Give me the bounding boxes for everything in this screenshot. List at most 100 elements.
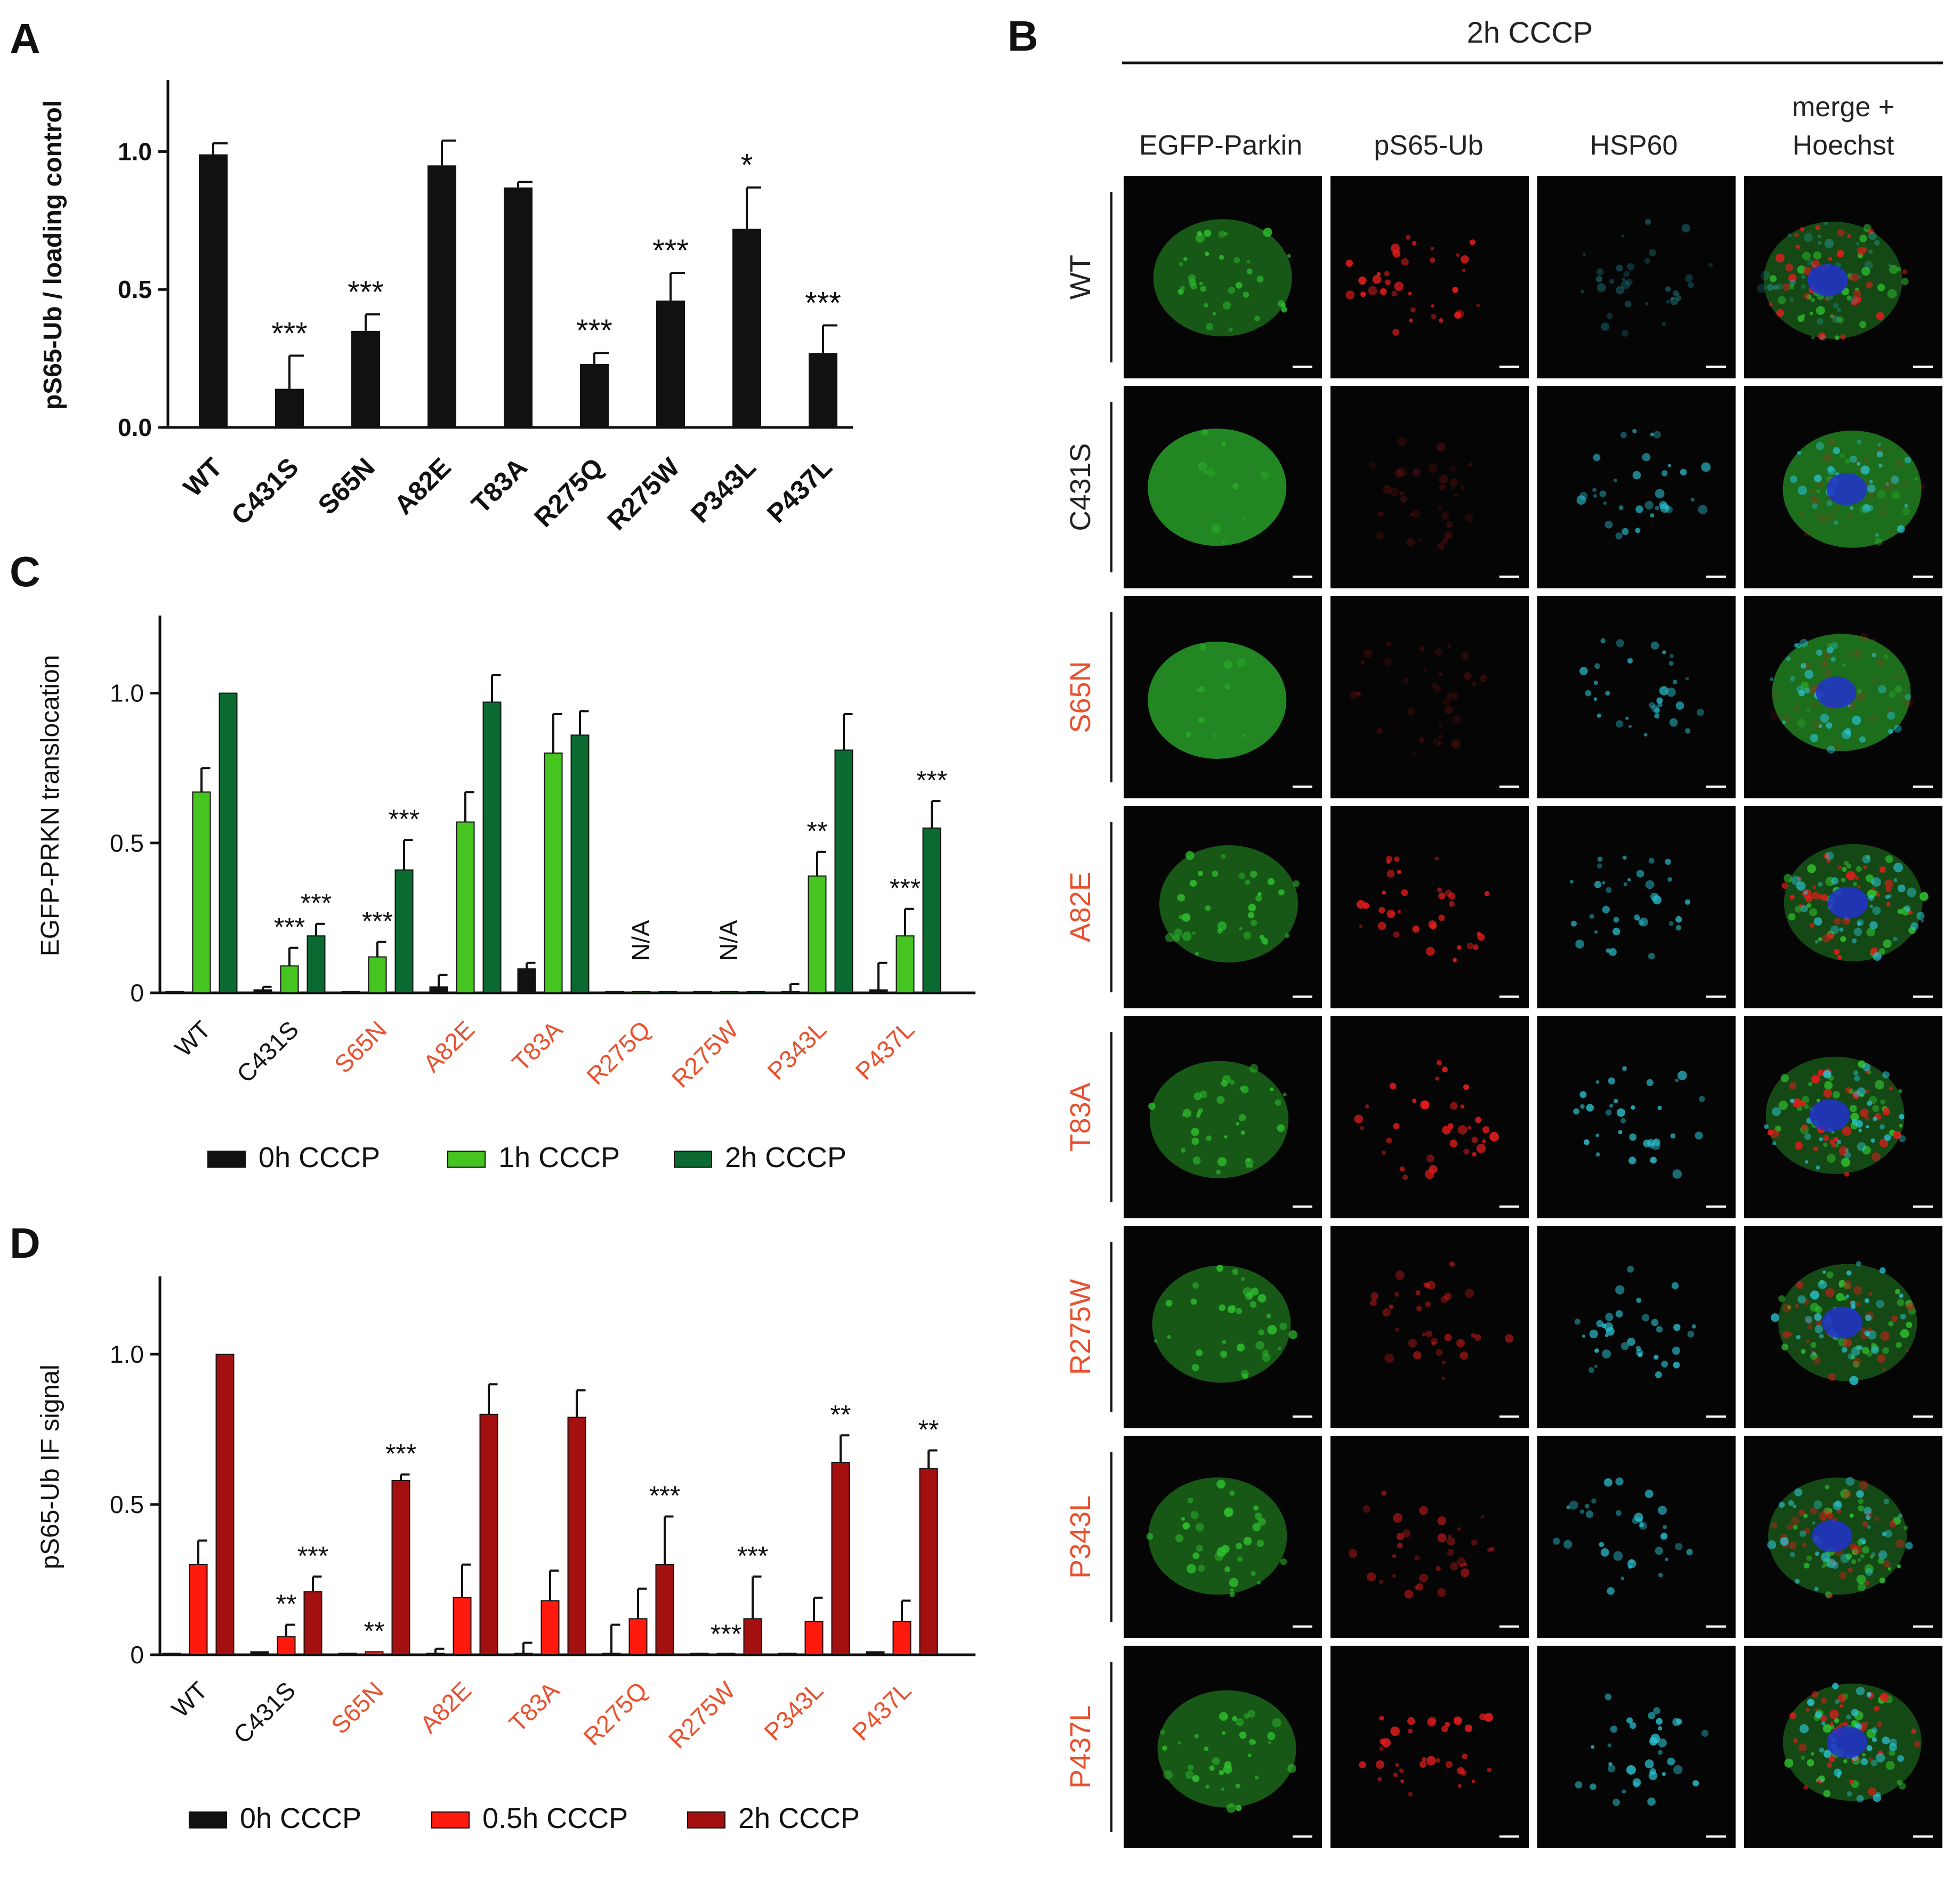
puncta [1828,256,1833,261]
puncta [1869,480,1873,483]
puncta [1644,302,1649,306]
puncta [1418,645,1425,652]
puncta [1675,1543,1683,1551]
puncta [1696,708,1704,716]
significance-label: *** [385,1439,416,1469]
puncta [1381,1490,1387,1496]
puncta [1648,857,1655,864]
puncta [1174,928,1182,937]
puncta [1882,1736,1890,1745]
puncta [1655,1547,1663,1555]
puncta [1857,462,1861,466]
puncta [1441,512,1449,520]
puncta [1864,1507,1872,1515]
puncta [1831,1130,1835,1134]
puncta [1459,1351,1469,1360]
category-label: R275W [663,1676,741,1754]
puncta [1897,884,1906,893]
puncta [1376,272,1381,276]
puncta [1816,649,1822,656]
puncta [1431,1341,1435,1346]
puncta [1596,713,1601,718]
puncta [1199,1090,1207,1098]
puncta [1447,644,1451,649]
puncta [1888,729,1893,734]
panel-letter-d: D [10,1219,41,1267]
puncta [1806,1555,1812,1562]
cell-body [1148,428,1287,546]
puncta [1444,531,1453,539]
puncta [1859,1480,1868,1490]
puncta [1626,1717,1633,1724]
puncta [1868,493,1874,499]
bar [580,363,609,427]
puncta [1216,1265,1224,1272]
puncta [1775,253,1785,263]
puncta [1616,286,1624,295]
puncta [1866,1515,1871,1520]
puncta [1252,1523,1261,1532]
bar [277,1636,296,1655]
puncta [1644,1490,1654,1498]
puncta [1804,531,1810,537]
puncta [1832,314,1836,319]
puncta [1856,1120,1863,1128]
puncta [1809,311,1813,316]
puncta [1465,514,1473,522]
puncta [1447,1549,1455,1556]
puncta [1357,691,1362,697]
puncta [1392,1574,1397,1578]
puncta [1229,1577,1239,1588]
puncta [1897,266,1901,272]
puncta [1360,660,1365,665]
puncta [1836,250,1844,258]
puncta [1186,1564,1196,1574]
puncta [1148,1102,1156,1110]
puncta [1852,715,1861,725]
puncta [1852,1545,1862,1555]
puncta [1871,1552,1876,1557]
puncta [1857,1583,1866,1591]
puncta [1185,732,1192,738]
puncta [1463,1084,1469,1090]
puncta [1865,1568,1873,1576]
puncta [1866,874,1874,883]
puncta [1394,469,1403,478]
puncta [1285,933,1290,939]
puncta [1583,1139,1590,1145]
category-label: P343L [759,1676,828,1746]
puncta [1239,1086,1244,1091]
puncta [1822,1135,1829,1141]
puncta [1807,1698,1814,1706]
puncta [1786,1524,1793,1531]
bar [632,991,651,993]
puncta [1585,1510,1594,1518]
bar [482,701,502,994]
puncta [1914,1741,1921,1748]
puncta [1423,668,1427,672]
puncta [1632,471,1641,480]
puncta [1872,1727,1878,1733]
puncta [1190,1298,1197,1305]
puncta [1814,1319,1822,1327]
puncta [1620,1342,1629,1350]
puncta [1907,887,1917,897]
column-header-hsp60: HSP60 [1590,130,1678,161]
puncta [1192,1282,1199,1289]
puncta [1446,524,1450,529]
bar [391,1479,410,1655]
puncta [1846,1270,1852,1276]
puncta [1893,936,1898,942]
puncta [1437,1533,1447,1543]
puncta [1408,1792,1413,1797]
bar [365,1651,384,1656]
puncta [1882,1367,1886,1372]
puncta [1449,1261,1455,1267]
puncta [1769,275,1777,282]
puncta [1367,1572,1376,1582]
puncta [1886,902,1891,907]
puncta [1249,1064,1259,1073]
puncta [1650,1156,1657,1164]
puncta [1847,513,1852,519]
panel-letter-a: A [10,15,41,62]
